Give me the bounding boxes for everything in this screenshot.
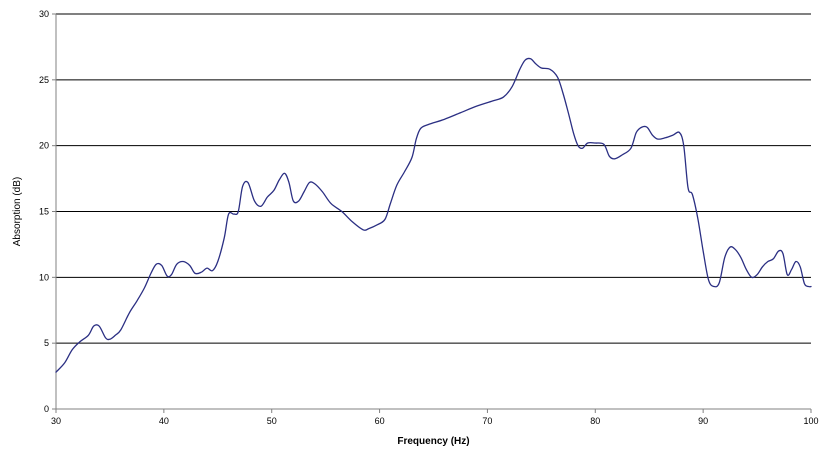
y-tick-label-10: 10 bbox=[39, 272, 49, 282]
x-tick-label-90: 90 bbox=[698, 416, 708, 426]
x-tick-label-30: 30 bbox=[51, 416, 61, 426]
x-tick-label-40: 40 bbox=[159, 416, 169, 426]
tick-marks bbox=[52, 13, 812, 413]
y-tick-label-0: 0 bbox=[44, 404, 49, 414]
y-tick-label-30: 30 bbox=[39, 9, 49, 19]
series-layer bbox=[55, 57, 812, 373]
series-line-0 bbox=[55, 57, 812, 373]
y-tick-label-15: 15 bbox=[39, 207, 49, 217]
x-axis-title: Frequency (Hz) bbox=[397, 436, 469, 447]
x-tick-label-60: 60 bbox=[375, 416, 385, 426]
y-tick-label-20: 20 bbox=[39, 141, 49, 151]
tick-labels: 0 5 10 15 20 25 30 30 40 50 60 70 80 90 100 bbox=[39, 9, 819, 426]
gridlines bbox=[56, 13, 811, 344]
x-tick-label-50: 50 bbox=[267, 416, 277, 426]
x-tick-label-100: 100 bbox=[803, 416, 818, 426]
y-axis-title: Absorption (dB) bbox=[12, 177, 23, 246]
y-tick-label-25: 25 bbox=[39, 75, 49, 85]
y-tick-label-5: 5 bbox=[44, 338, 49, 348]
x-tick-label-70: 70 bbox=[482, 416, 492, 426]
x-tick-label-80: 80 bbox=[590, 416, 600, 426]
